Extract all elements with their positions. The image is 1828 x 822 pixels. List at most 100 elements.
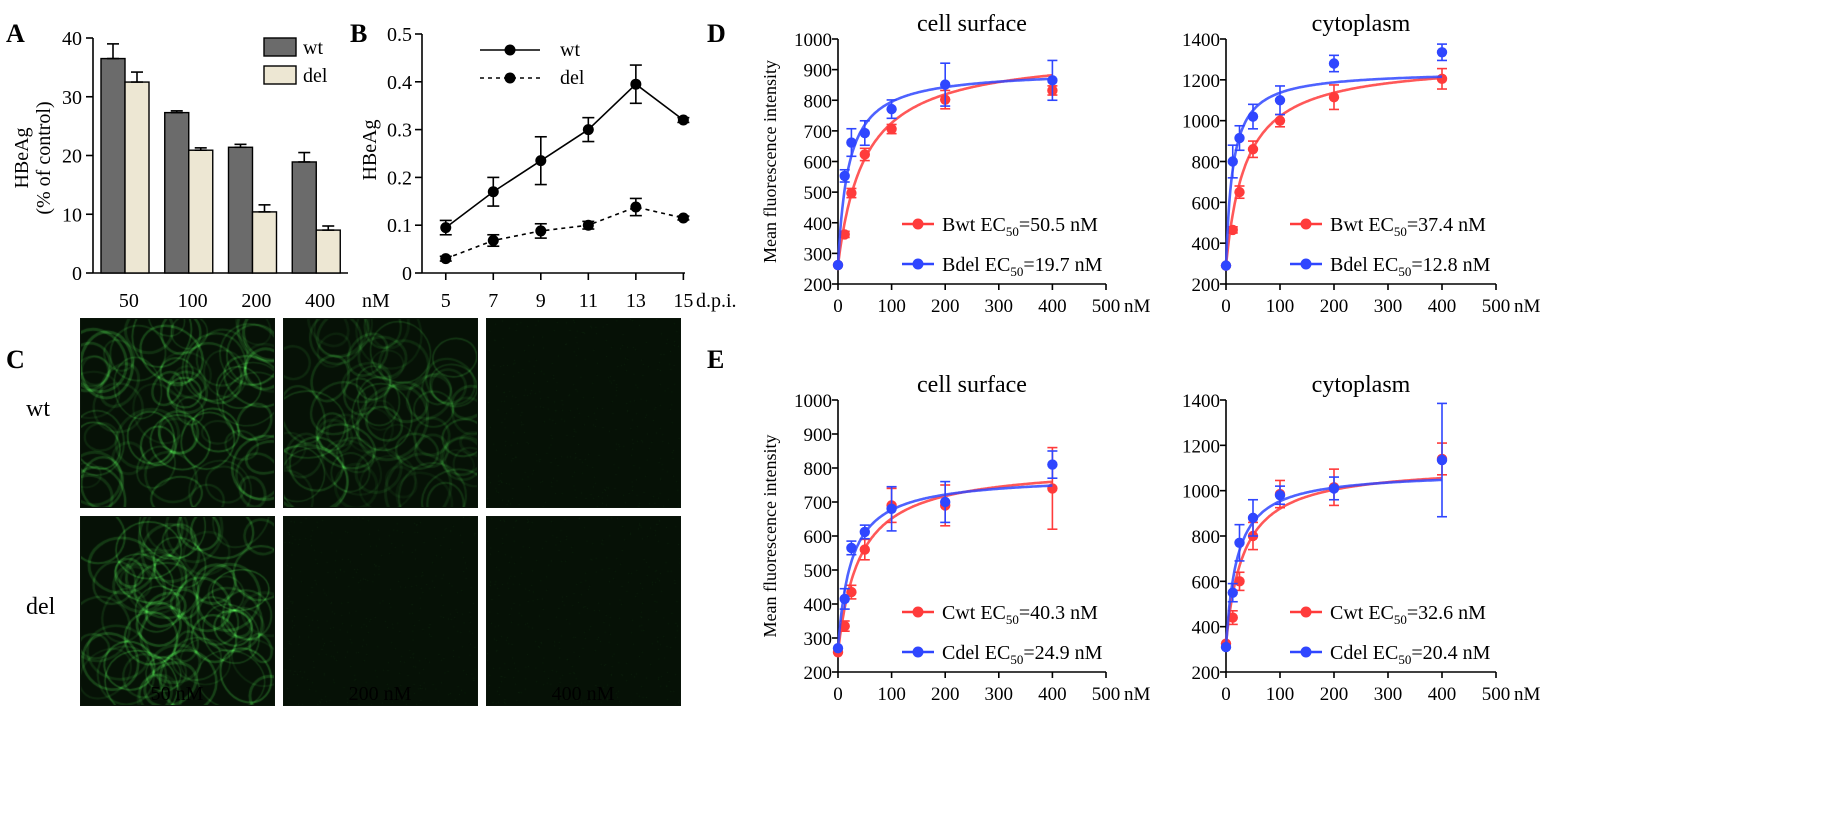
d-surface-x-tick-label: 500 bbox=[1092, 296, 1121, 317]
e-cytoplasm-legend-label: Cwt EC50=32.6 nM bbox=[1330, 602, 1486, 627]
d-surface-y-tick-label: 900 bbox=[804, 61, 833, 82]
e-cytoplasm-data-point bbox=[1247, 512, 1259, 524]
b-legend-marker bbox=[504, 44, 516, 56]
e-surface-legend-subscript: 50 bbox=[1010, 652, 1023, 667]
d-surface-x-tick-label: 400 bbox=[1038, 296, 1067, 317]
d-cytoplasm-legend-value: =37.4 nM bbox=[1407, 214, 1486, 236]
d-cytoplasm-data-point bbox=[1227, 156, 1238, 167]
e-cytoplasm-legend-value: =20.4 nM bbox=[1411, 642, 1490, 664]
b-x-tick-label: 7 bbox=[488, 290, 498, 312]
d-cytoplasm-data-point bbox=[1247, 144, 1259, 155]
d-surface-legend-marker bbox=[912, 218, 924, 230]
d-cytoplasm-y-tick-label: 600 bbox=[1192, 193, 1221, 214]
b-series-line bbox=[445, 83, 684, 229]
d-surface-data-point bbox=[859, 127, 870, 139]
e-surface-y-tick-label: 300 bbox=[804, 629, 833, 650]
d-surface-x-unit: nM bbox=[1124, 296, 1151, 317]
b-x-tick-label: 5 bbox=[441, 290, 451, 312]
panel-letter-b: B bbox=[350, 19, 367, 48]
b-y-tick-label: 0 bbox=[402, 263, 412, 285]
d-cytoplasm-y-tick-label: 800 bbox=[1192, 153, 1221, 174]
e-cytoplasm-x-tick-label: 500 bbox=[1482, 684, 1511, 705]
b-data-point bbox=[630, 201, 642, 213]
e-cytoplasm-data-point bbox=[1234, 537, 1245, 548]
d-surface-y-tick-label: 200 bbox=[804, 275, 833, 296]
b-x-tick-label: 13 bbox=[626, 290, 646, 312]
e-cytoplasm-data-point bbox=[1234, 576, 1245, 587]
e-surface-x-tick-label: 300 bbox=[985, 684, 1014, 705]
a-x-tick-label: 400 bbox=[305, 290, 335, 312]
d-cytoplasm-y-tick-label: 1200 bbox=[1182, 71, 1220, 92]
d-surface-data-point bbox=[839, 229, 850, 240]
e-surface-y-label: Mean fluorescence intensity bbox=[760, 435, 780, 638]
e-surface-legend-label: Cdel EC50=24.9 nM bbox=[942, 642, 1103, 667]
d-surface-y-tick-label: 500 bbox=[804, 183, 833, 204]
e-cytoplasm-y-tick-label: 1200 bbox=[1182, 436, 1220, 457]
e-cytoplasm-data-point bbox=[1436, 454, 1448, 466]
e-surface-legend-value: =40.3 nM bbox=[1019, 602, 1098, 624]
b-y-tick-label: 0.4 bbox=[387, 72, 412, 94]
b-legend-label: del bbox=[560, 67, 585, 89]
d-cytoplasm-legend-subscript: 50 bbox=[1394, 224, 1407, 239]
a-bar bbox=[188, 149, 214, 274]
e-cytoplasm-y-tick-label: 1000 bbox=[1182, 482, 1220, 503]
e-cytoplasm-x-tick-label: 100 bbox=[1266, 684, 1295, 705]
e-cytoplasm-legend-subscript: 50 bbox=[1394, 612, 1407, 627]
micrograph-del-1 bbox=[283, 516, 478, 706]
d-surface-y-tick-label: 1000 bbox=[794, 30, 832, 51]
d-cytoplasm-data-point bbox=[1274, 115, 1286, 126]
e-surface-y-tick-label: 200 bbox=[804, 663, 833, 684]
d-surface-data-point bbox=[839, 170, 850, 182]
panel-letter-c: C bbox=[6, 345, 25, 374]
e-cytoplasm-data-point bbox=[1227, 587, 1238, 598]
d-cytoplasm-data-point bbox=[1220, 260, 1232, 271]
d-cytoplasm-legend-marker bbox=[1300, 218, 1312, 230]
e-surface-data-point bbox=[886, 503, 897, 514]
d-surface-data-point bbox=[940, 79, 951, 90]
e-cytoplasm-legend-label: Cdel EC50=20.4 nM bbox=[1330, 642, 1491, 667]
d-surface-data-point bbox=[832, 259, 844, 271]
d-cytoplasm-data-point bbox=[1234, 132, 1245, 144]
d-cytoplasm-x-unit: nM bbox=[1514, 296, 1541, 317]
e-cytoplasm-legend-subscript: 50 bbox=[1398, 652, 1411, 667]
b-x-unit: d.p.i. bbox=[696, 290, 737, 312]
d-surface-x-tick-label: 200 bbox=[931, 296, 960, 317]
e-surface-x-tick-label: 100 bbox=[877, 684, 906, 705]
b-x-tick-label: 15 bbox=[673, 290, 693, 312]
d-cytoplasm-x-tick-label: 400 bbox=[1428, 296, 1457, 317]
d-cytoplasm-legend-subscript: 50 bbox=[1398, 264, 1411, 279]
b-data-point bbox=[487, 186, 499, 198]
b-series-line bbox=[445, 206, 684, 260]
d-surface-legend-subscript: 50 bbox=[1010, 264, 1023, 279]
b-data-point bbox=[440, 222, 452, 234]
d-surface-title: cell surface bbox=[917, 11, 1027, 37]
e-surface-data-point bbox=[859, 544, 870, 555]
a-y-tick-label: 20 bbox=[62, 146, 82, 168]
d-cytoplasm-data-point bbox=[1274, 95, 1286, 106]
e-surface-x-unit: nM bbox=[1124, 684, 1151, 705]
e-cytoplasm-y-tick-label: 1400 bbox=[1182, 391, 1220, 412]
e-surface-legend-name: Cwt EC bbox=[942, 602, 1006, 624]
d-surface-legend-marker bbox=[912, 258, 924, 270]
a-y-label: HBeAg bbox=[11, 127, 33, 188]
micrograph-wt-2 bbox=[486, 318, 681, 508]
e-surface-x-tick-label: 200 bbox=[931, 684, 960, 705]
a-y-tick-label: 30 bbox=[62, 87, 82, 109]
panel-letter-e: E bbox=[707, 345, 724, 374]
a-y-tick-label: 10 bbox=[62, 204, 82, 226]
e-cytoplasm-legend-name: Cwt EC bbox=[1330, 602, 1394, 624]
d-surface-data-point bbox=[886, 123, 897, 135]
e-cytoplasm-y-tick-label: 600 bbox=[1192, 572, 1221, 593]
micro-row-label-del: del bbox=[26, 594, 56, 620]
b-data-point bbox=[535, 225, 547, 237]
e-cytoplasm-data-point bbox=[1328, 483, 1340, 494]
d-surface-x-tick-label: 300 bbox=[985, 296, 1014, 317]
e-cytoplasm-data-point bbox=[1274, 490, 1286, 501]
d-surface-data-point bbox=[859, 149, 870, 160]
e-surface-legend-marker bbox=[912, 606, 924, 618]
a-x-tick-label: 200 bbox=[241, 290, 271, 312]
d-surface-legend-name: Bdel EC bbox=[942, 254, 1010, 276]
micrograph-del-2 bbox=[486, 516, 681, 706]
d-surface-data-point bbox=[846, 187, 857, 199]
d-cytoplasm-data-point bbox=[1247, 111, 1259, 122]
